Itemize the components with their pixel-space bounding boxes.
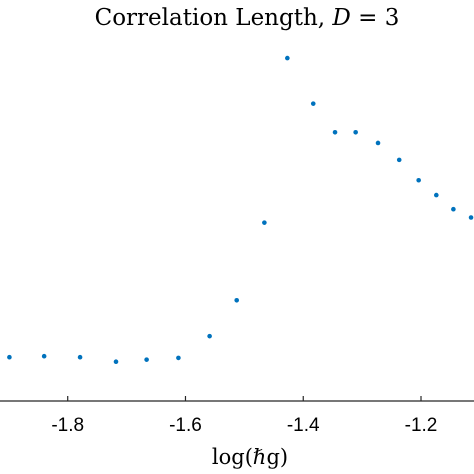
chart-title-suffix: = 3 [351,5,400,31]
data-point [77,354,83,360]
x-tick-label: -1.8 [51,415,84,436]
data-point [262,220,267,225]
data-point [41,353,47,359]
chart-title-variable: D [331,5,350,31]
data-points [7,55,474,365]
data-point [353,129,358,135]
chart-title: Correlation Length, D = 3 [95,5,400,31]
data-point [7,354,12,360]
x-axis-ticks: -1.8 -1.6 -1.4 -1.2 [51,396,437,436]
data-point [396,157,402,163]
x-tick-label: -1.2 [405,415,438,436]
data-point [434,192,439,198]
data-point [144,357,149,362]
data-point [375,140,381,146]
data-point [451,206,456,212]
data-point [332,129,338,135]
x-tick-label: -1.6 [169,415,202,436]
data-point [416,177,421,183]
x-tick-label: -1.4 [287,415,320,436]
data-point [468,215,474,220]
data-point [176,355,181,361]
chart-title-prefix: Correlation Length, [95,5,333,31]
data-point [310,101,316,106]
data-point [285,55,290,61]
x-axis-label: log(ℏg) [212,445,288,469]
data-point [207,333,212,339]
data-point [113,359,119,365]
data-point [234,298,240,303]
